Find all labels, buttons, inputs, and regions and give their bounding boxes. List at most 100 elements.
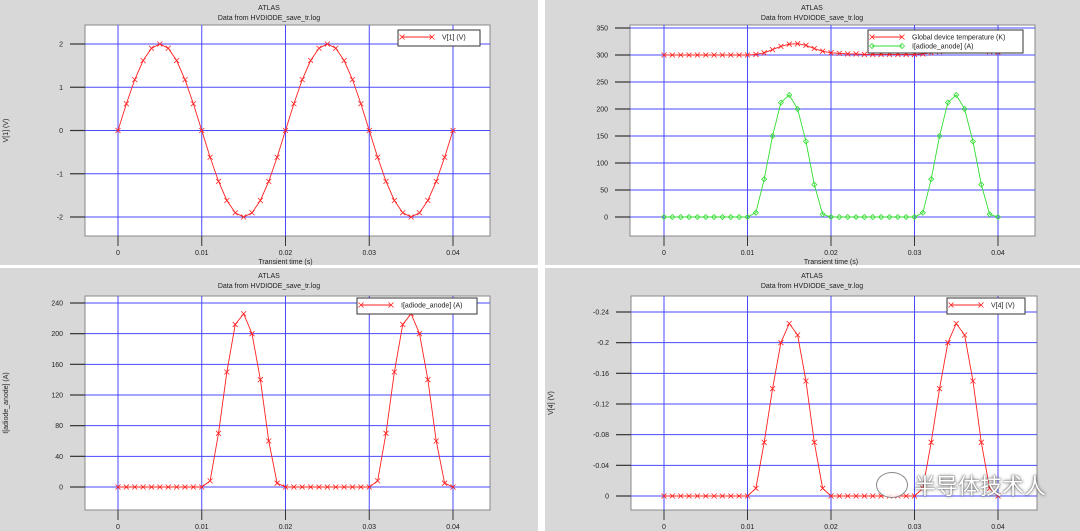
data-point (374, 478, 381, 484)
legend: V[1] (V) (397, 29, 481, 47)
data-point (761, 176, 768, 183)
data-point (450, 484, 456, 490)
data-point (686, 52, 692, 58)
data-point (894, 213, 901, 221)
data-point (274, 154, 280, 161)
x-tick-label: 0 (116, 524, 120, 531)
data-point (257, 197, 264, 204)
x-tick-label: 0.01 (195, 250, 209, 257)
plot-area (630, 295, 1038, 511)
data-point (660, 213, 668, 221)
data-point (836, 493, 843, 499)
data-point (173, 57, 180, 64)
data-point (433, 178, 440, 185)
data-point (224, 369, 230, 375)
data-point (316, 484, 322, 490)
data-point (986, 485, 993, 492)
data-point (425, 197, 431, 204)
data-point (148, 45, 155, 52)
data-point (920, 485, 926, 492)
data-point (190, 484, 197, 490)
legend-box (356, 297, 478, 315)
data-point (383, 430, 389, 437)
data-point (148, 484, 155, 490)
x-tick-label: 0.01 (195, 524, 209, 531)
legend-marker (978, 302, 984, 308)
data-point (786, 91, 793, 99)
data-point (291, 100, 297, 107)
data-point (727, 213, 734, 221)
x-tick-label: 0 (116, 250, 120, 257)
data-point (661, 52, 667, 58)
data-point (677, 213, 684, 221)
y-axis-label: V[4] (V) (548, 391, 555, 415)
legend-marker (948, 302, 954, 308)
wechat-icon (875, 472, 908, 498)
data-point (131, 484, 138, 490)
data-point (207, 154, 213, 161)
data-point (886, 213, 893, 221)
y-tick-label: 250 (596, 80, 608, 87)
data-point (903, 213, 910, 221)
data-point (778, 339, 784, 346)
watermark: 半导体技术人 (875, 469, 1046, 501)
data-point (836, 50, 843, 57)
data-point (869, 493, 876, 499)
data-point (702, 493, 709, 499)
data-point (945, 339, 951, 346)
data-point (366, 127, 373, 134)
data-point (986, 211, 993, 218)
data-point (349, 76, 356, 83)
data-point (869, 213, 876, 221)
legend: Global device temperature (K) I[adiode_an… (867, 29, 1024, 54)
x-tick-label: 0.02 (279, 524, 293, 531)
data-point (282, 484, 289, 490)
y-tick-label: 150 (596, 134, 608, 141)
data-point (811, 45, 818, 52)
data-point (819, 485, 826, 492)
data-point (928, 176, 935, 183)
data-point (207, 478, 213, 484)
y-tick-label: -0.16 (593, 371, 609, 378)
data-point (123, 484, 130, 490)
x-tick-label: 0.04 (446, 250, 460, 257)
y-axis-label: V[1] (V) (3, 119, 10, 143)
y-tick-label: 100 (596, 161, 608, 168)
data-point (324, 484, 331, 490)
y-tick-label: 240 (51, 301, 63, 308)
data-point (190, 100, 197, 107)
x-axis-label: Transient time (s) (804, 259, 858, 266)
data-point (994, 213, 1002, 221)
data-point (341, 484, 347, 490)
legend-marker (898, 42, 906, 50)
data-point (685, 213, 693, 221)
data-point (140, 57, 146, 64)
y-tick-label: -0.08 (593, 432, 609, 439)
data-point (728, 52, 734, 58)
data-point (953, 320, 960, 327)
data-point (736, 52, 742, 58)
legend: I[adiode_anode] (A) (356, 297, 478, 315)
x-tick-label: 0.03 (908, 250, 922, 257)
data-point (240, 310, 247, 317)
data-point (157, 484, 163, 490)
data-point (777, 99, 784, 106)
data-point (861, 493, 868, 499)
data-point (711, 213, 718, 221)
data-point (232, 209, 239, 216)
data-point (249, 330, 255, 337)
data-point (366, 484, 373, 490)
y-tick-label: 120 (51, 393, 63, 400)
data-point (903, 493, 909, 499)
chart-3: ATLAS Data from HVDIODE_save_tr.log 0 0.01 0… (548, 273, 1038, 531)
data-point (844, 51, 851, 57)
legend-label: Global device temperature (K) (912, 35, 1005, 42)
data-point (165, 484, 172, 490)
legend-label: V[1] (V) (442, 35, 466, 42)
data-point (408, 214, 414, 220)
legend-marker (429, 34, 435, 40)
data-point (819, 211, 826, 218)
x-tick-label: 0.04 (991, 250, 1005, 257)
y-tick-label: 300 (596, 53, 608, 60)
